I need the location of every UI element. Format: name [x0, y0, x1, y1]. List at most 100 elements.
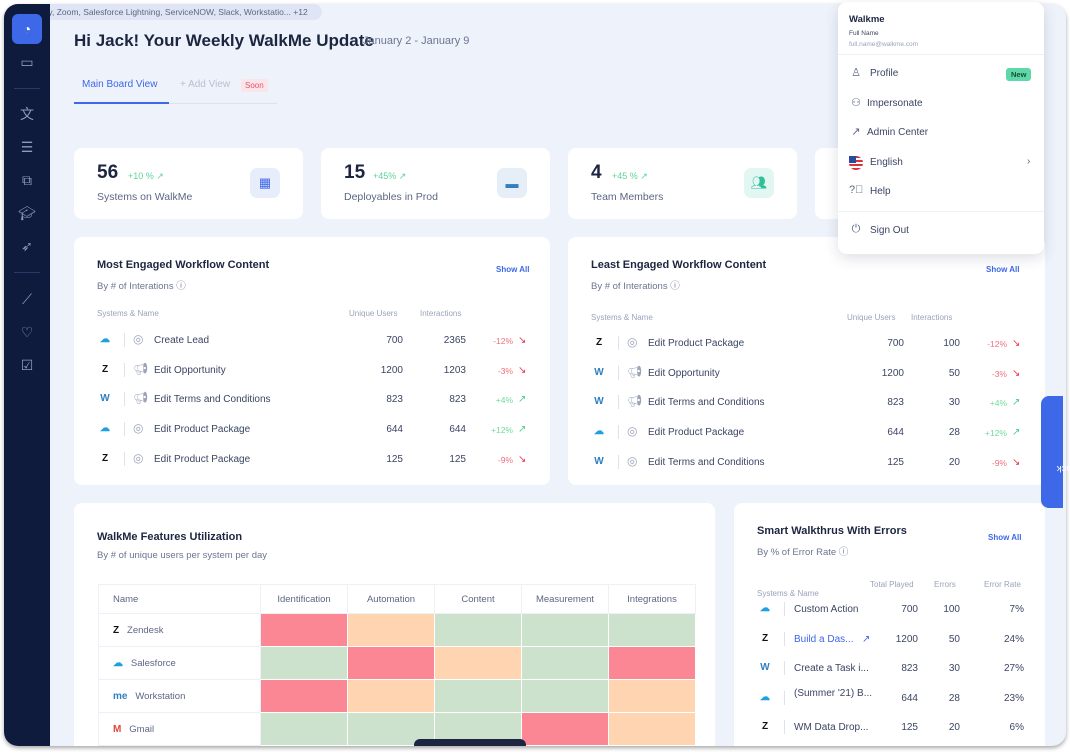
- menu-item-sign-out[interactable]: ⏻ Sign Out: [838, 220, 1044, 242]
- heatmap-cell-mid[interactable]: [434, 646, 522, 680]
- card-title: Smart Walkthrus With Errors: [757, 525, 907, 537]
- card-title: Most Engaged Workflow Content: [97, 259, 270, 271]
- stat-value: 4: [591, 162, 602, 183]
- list-icon[interactable]: ☰: [20, 138, 34, 155]
- table-row[interactable]: Z Build a Das... ↗ 1200 50 24%: [734, 631, 1045, 654]
- target-icon: ◎: [627, 335, 638, 349]
- heatmap-cell-low[interactable]: [521, 712, 609, 746]
- table-row[interactable]: W Create a Task i... 823 30 27%: [734, 661, 1045, 683]
- heatmap-cell-high[interactable]: [521, 679, 609, 713]
- stat-card: 15 +45% ↗ Deployables in Prod ▬: [321, 148, 550, 219]
- heatmap-cell-high[interactable]: [260, 712, 348, 746]
- smart-walkthrus-card: Smart Walkthrus With Errors By % of Erro…: [734, 503, 1045, 746]
- table-row[interactable]: ☁ ◎ Create Lead 700 2365 -12% ↘: [100, 332, 527, 347]
- systems-filter-chip[interactable]: ▦ Monday, Zoom, Salesforce Lightning, Se…: [4, 4, 322, 20]
- translate-icon[interactable]: 文: [20, 106, 34, 122]
- table-row[interactable]: W 📢︎ Edit Terms and Conditions 823 823 +…: [74, 391, 550, 414]
- heatmap-cell-mid[interactable]: [347, 679, 435, 713]
- scroll-handle[interactable]: [414, 739, 526, 746]
- leave-feedback-button[interactable]: ◯ Leave Feedback: [1041, 396, 1070, 508]
- tab-add-view[interactable]: + Add View: [180, 79, 231, 90]
- heatmap-cell-low[interactable]: [260, 679, 348, 713]
- zendesk-logo-icon: Z: [113, 624, 120, 636]
- column-header: Systems & Name: [757, 589, 819, 598]
- heatmap-cell-high[interactable]: [521, 613, 609, 647]
- chevron-right-icon: ›: [1027, 156, 1031, 167]
- show-all-link[interactable]: Show All: [496, 265, 530, 274]
- heatmap-cell-mid[interactable]: [347, 613, 435, 647]
- stat-label: Team Members: [591, 191, 664, 203]
- stat-value: 15: [344, 162, 366, 183]
- folder-icon[interactable]: ▭: [20, 53, 34, 70]
- heatmap-cell-low[interactable]: [260, 613, 348, 647]
- soon-badge: Soon: [241, 79, 268, 92]
- show-all-link[interactable]: Show All: [988, 533, 1022, 542]
- table-row[interactable]: W 📢︎ Edit Opportunity 1200 50 -3% ↘: [568, 365, 1045, 388]
- heatmap-cell-high[interactable]: [521, 646, 609, 680]
- menu-item-admin-center[interactable]: ↗ Admin Center: [838, 122, 1044, 144]
- most-engaged-card: Most Engaged Workflow Content By # of In…: [74, 237, 550, 485]
- salesforce-logo-icon: ☁: [113, 657, 123, 669]
- stat-delta: +45% ↗: [373, 171, 407, 181]
- checklist-icon[interactable]: ☑: [20, 356, 34, 373]
- features-heatmap: Name Identification Automation Content Measu…: [98, 584, 696, 746]
- workday-logo-icon: W: [100, 393, 110, 405]
- column-header: Content: [434, 584, 522, 614]
- heatmap-cell-high[interactable]: [434, 613, 522, 647]
- workday-logo-icon: W: [594, 366, 604, 378]
- column-header: Error Rate: [984, 580, 1021, 589]
- heatmap-cell-mid[interactable]: [608, 712, 696, 746]
- heatmap-cell-low[interactable]: [608, 646, 696, 680]
- rocket-icon[interactable]: ➶: [21, 237, 33, 254]
- divider: [14, 88, 40, 89]
- workflow-icon[interactable]: ⧉: [22, 171, 32, 188]
- menu-item-impersonate[interactable]: ⚇ Impersonate: [838, 93, 1044, 115]
- card-title: Least Engaged Workflow Content: [591, 259, 767, 271]
- stat-card: 4 +45 % ↗ Team Members 👥︎: [568, 148, 797, 219]
- graduation-cap-icon[interactable]: 🎓︎: [18, 204, 36, 221]
- features-utilization-card: WalkMe Features Utilization By # of uniq…: [74, 503, 715, 746]
- heatmap-cell-low[interactable]: [347, 646, 435, 680]
- table-row[interactable]: ☁ (Summer '21) B... 644 28 23%: [760, 687, 1024, 705]
- analytics-chart-icon[interactable]: ⟋: [22, 290, 32, 307]
- zendesk-logo-icon: Z: [101, 363, 109, 375]
- column-header: Unique Users: [847, 313, 896, 322]
- column-header: Identification: [260, 584, 348, 614]
- stat-delta: +10 % ↗: [128, 171, 164, 181]
- table-row[interactable]: W 📢︎ Edit Terms and Conditions 823 30 +4…: [568, 394, 1045, 417]
- table-row[interactable]: ☁ ◎ Edit Product Package 644 28 +12% ↗: [594, 424, 1021, 440]
- menu-item-english[interactable]: English ›: [838, 152, 1044, 174]
- heatmap-cell-high[interactable]: [608, 613, 696, 647]
- table-row[interactable]: Z ◎ Edit Product Package 125 125 -9% ↘: [74, 451, 550, 474]
- heatmap-cell-mid[interactable]: [608, 679, 696, 713]
- lightbulb-icon[interactable]: ♡: [20, 323, 34, 340]
- table-row[interactable]: Z WM Data Drop... 125 20 6%: [734, 720, 1045, 742]
- grid-icon: ▦: [250, 168, 280, 198]
- user-email: full.name@walkme.com: [849, 41, 919, 48]
- external-link-icon[interactable]: ↗: [862, 633, 871, 645]
- stat-value: 56: [97, 162, 119, 183]
- table-row[interactable]: Z 📢︎ Edit Opportunity 1200 1203 -3% ↘: [74, 362, 550, 385]
- column-header: Errors: [934, 580, 956, 589]
- salesforce-logo-icon: ☁: [760, 691, 770, 703]
- column-header: Unique Users: [349, 309, 398, 318]
- table-row[interactable]: Z ◎ Edit Product Package 700 100 -12% ↘: [568, 335, 1045, 358]
- menu-item-help[interactable]: ?⃝ Help: [849, 184, 891, 197]
- trend-up-icon: ↗: [518, 424, 527, 436]
- table-row[interactable]: W ◎ Edit Terms and Conditions 125 20 -9%…: [568, 454, 1045, 477]
- table-row[interactable]: ☁ ◎ Edit Product Package 644 644 +12% ↗: [100, 421, 527, 437]
- table-row[interactable]: ☁ Custom Action 700 100 7%: [760, 602, 1024, 616]
- dashboard-icon[interactable]: ◔: [12, 14, 42, 44]
- least-engaged-card: Least Engaged Workflow Content By # of I…: [568, 237, 1045, 485]
- heatmap-cell-high[interactable]: [260, 646, 348, 680]
- trend-up-icon: ↗: [518, 394, 527, 406]
- trend-down-icon: ↘: [518, 364, 527, 376]
- page-title: Hi Jack! Your Weekly WalkMe Update: [74, 31, 374, 50]
- show-all-link[interactable]: Show All: [986, 265, 1020, 274]
- tabs-divider: [74, 103, 277, 104]
- menu-item-profile[interactable]: ♙ Profile New: [838, 63, 1044, 85]
- trend-down-icon: ↘: [1012, 456, 1021, 468]
- heatmap-cell-high[interactable]: [434, 679, 522, 713]
- tab-main-board-view[interactable]: Main Board View: [82, 79, 158, 90]
- walkthru-link[interactable]: Build a Das...: [794, 633, 854, 645]
